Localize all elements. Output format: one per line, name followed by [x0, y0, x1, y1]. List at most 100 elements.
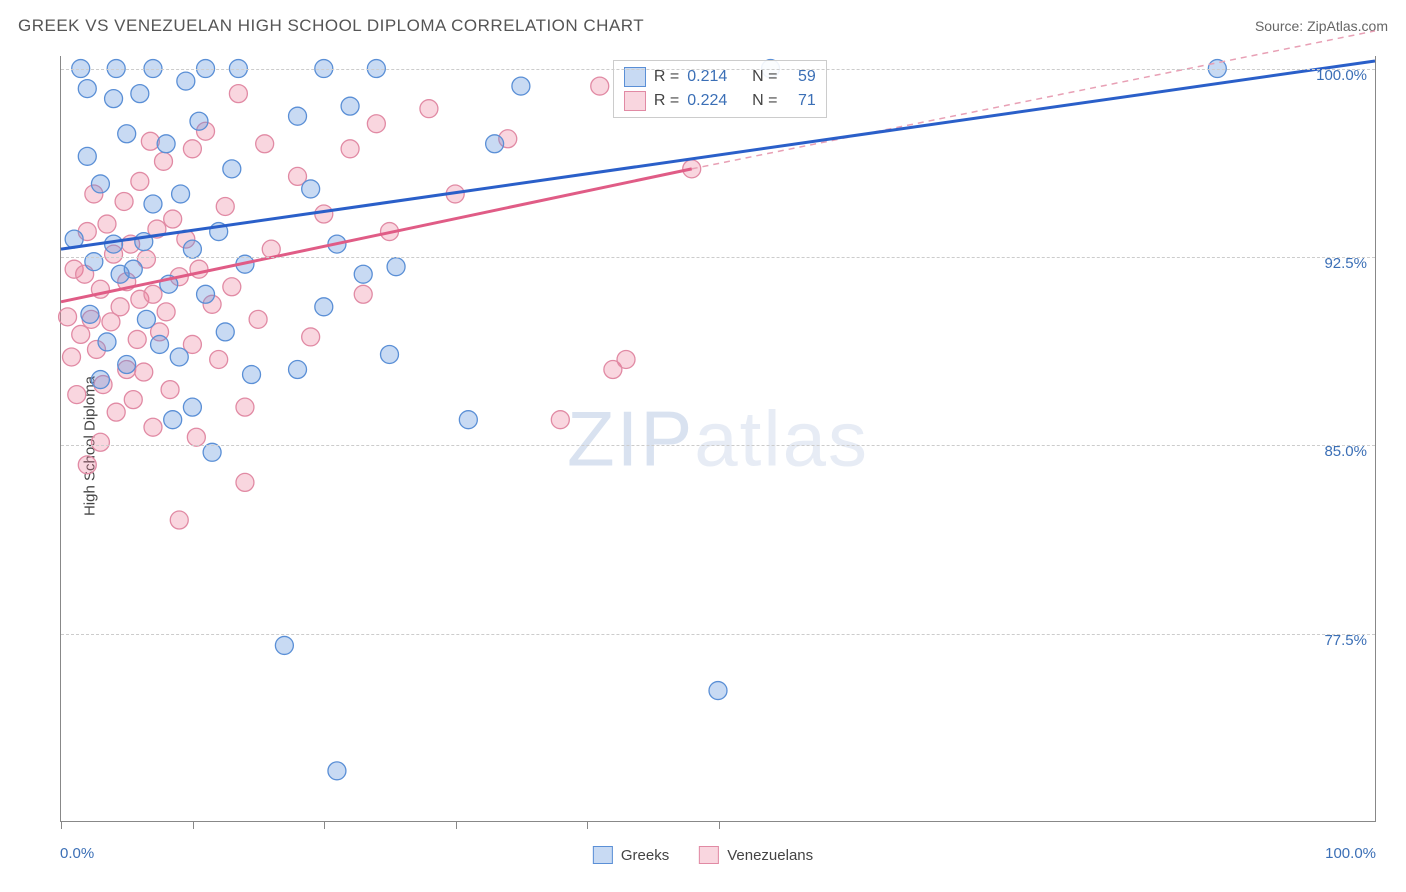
- scatter-point-venezuelans: [354, 285, 372, 303]
- scatter-point-greeks: [275, 636, 293, 654]
- scatter-point-venezuelans: [183, 140, 201, 158]
- stats-n-label: N =: [752, 89, 777, 113]
- scatter-point-greeks: [512, 77, 530, 95]
- scatter-point-venezuelans: [131, 172, 149, 190]
- scatter-point-greeks: [105, 235, 123, 253]
- scatter-point-venezuelans: [170, 511, 188, 529]
- scatter-point-venezuelans: [135, 363, 153, 381]
- scatter-point-venezuelans: [367, 115, 385, 133]
- legend: Greeks Venezuelans: [593, 846, 813, 864]
- scatter-point-venezuelans: [141, 132, 159, 150]
- legend-swatch-greeks: [593, 846, 613, 864]
- stats-swatch-greeks: [624, 67, 646, 87]
- scatter-point-greeks: [190, 112, 208, 130]
- scatter-point-greeks: [183, 240, 201, 258]
- scatter-point-venezuelans: [68, 386, 86, 404]
- scatter-point-greeks: [709, 682, 727, 700]
- scatter-point-greeks: [118, 125, 136, 143]
- stats-row-venezuelans: R =0.224 N = 71: [624, 89, 816, 113]
- scatter-point-venezuelans: [420, 100, 438, 118]
- scatter-point-venezuelans: [63, 348, 81, 366]
- stats-r-label: R =: [654, 89, 679, 113]
- stats-swatch-venezuelans: [624, 91, 646, 111]
- scatter-point-greeks: [98, 333, 116, 351]
- scatter-point-greeks: [328, 762, 346, 780]
- x-tick: [193, 821, 194, 829]
- gridline: [61, 69, 1375, 70]
- scatter-point-greeks: [315, 298, 333, 316]
- scatter-point-venezuelans: [302, 328, 320, 346]
- gridline: [61, 257, 1375, 258]
- legend-swatch-venezuelans: [699, 846, 719, 864]
- x-tick: [587, 821, 588, 829]
- chart-container: GREEK VS VENEZUELAN HIGH SCHOOL DIPLOMA …: [0, 0, 1406, 892]
- scatter-point-venezuelans: [551, 411, 569, 429]
- scatter-point-greeks: [78, 80, 96, 98]
- plot-svg: [61, 56, 1375, 821]
- scatter-point-greeks: [105, 90, 123, 108]
- scatter-point-venezuelans: [72, 325, 90, 343]
- gridline: [61, 634, 1375, 635]
- y-tick-label: 100.0%: [1316, 67, 1367, 84]
- scatter-point-greeks: [243, 366, 261, 384]
- legend-label-greeks: Greeks: [621, 847, 669, 864]
- x-tick: [61, 821, 62, 829]
- legend-item-venezuelans: Venezuelans: [699, 846, 813, 864]
- scatter-point-greeks: [459, 411, 477, 429]
- scatter-point-greeks: [289, 107, 307, 125]
- scatter-point-venezuelans: [144, 285, 162, 303]
- scatter-point-greeks: [151, 335, 169, 353]
- scatter-point-venezuelans: [210, 351, 228, 369]
- x-label-max: 100.0%: [1325, 845, 1376, 862]
- scatter-point-venezuelans: [111, 298, 129, 316]
- scatter-point-greeks: [183, 398, 201, 416]
- x-label-min: 0.0%: [60, 845, 94, 862]
- x-tick: [324, 821, 325, 829]
- title-bar: GREEK VS VENEZUELAN HIGH SCHOOL DIPLOMA …: [18, 16, 1388, 36]
- scatter-point-venezuelans: [591, 77, 609, 95]
- chart-title: GREEK VS VENEZUELAN HIGH SCHOOL DIPLOMA …: [18, 16, 644, 36]
- scatter-point-venezuelans: [59, 308, 77, 326]
- scatter-point-venezuelans: [341, 140, 359, 158]
- scatter-point-greeks: [172, 185, 190, 203]
- scatter-point-venezuelans: [107, 403, 125, 421]
- gridline: [61, 445, 1375, 446]
- scatter-point-venezuelans: [256, 135, 274, 153]
- x-tick: [719, 821, 720, 829]
- scatter-point-venezuelans: [617, 351, 635, 369]
- scatter-point-greeks: [91, 371, 109, 389]
- scatter-point-venezuelans: [98, 215, 116, 233]
- scatter-point-venezuelans: [161, 381, 179, 399]
- scatter-point-venezuelans: [216, 198, 234, 216]
- scatter-point-greeks: [81, 305, 99, 323]
- scatter-point-greeks: [124, 260, 142, 278]
- scatter-point-greeks: [289, 361, 307, 379]
- plot-area: ZIPatlas R =0.214 N = 59R =0.224 N = 71 …: [60, 56, 1376, 822]
- scatter-point-greeks: [118, 356, 136, 374]
- y-tick-label: 92.5%: [1324, 255, 1367, 272]
- scatter-point-greeks: [91, 175, 109, 193]
- y-tick-label: 85.0%: [1324, 443, 1367, 460]
- scatter-point-venezuelans: [236, 473, 254, 491]
- scatter-point-venezuelans: [187, 428, 205, 446]
- scatter-point-venezuelans: [315, 205, 333, 223]
- scatter-point-venezuelans: [144, 418, 162, 436]
- scatter-point-greeks: [486, 135, 504, 153]
- scatter-point-greeks: [302, 180, 320, 198]
- scatter-point-venezuelans: [128, 330, 146, 348]
- scatter-point-greeks: [223, 160, 241, 178]
- scatter-point-venezuelans: [115, 192, 133, 210]
- scatter-point-venezuelans: [91, 433, 109, 451]
- scatter-point-greeks: [197, 285, 215, 303]
- scatter-point-greeks: [216, 323, 234, 341]
- scatter-point-venezuelans: [124, 391, 142, 409]
- scatter-point-greeks: [177, 72, 195, 90]
- scatter-point-greeks: [137, 310, 155, 328]
- scatter-point-venezuelans: [155, 152, 173, 170]
- scatter-point-greeks: [131, 85, 149, 103]
- scatter-point-greeks: [164, 411, 182, 429]
- scatter-point-greeks: [354, 265, 372, 283]
- legend-item-greeks: Greeks: [593, 846, 669, 864]
- scatter-point-greeks: [144, 195, 162, 213]
- scatter-point-greeks: [85, 253, 103, 271]
